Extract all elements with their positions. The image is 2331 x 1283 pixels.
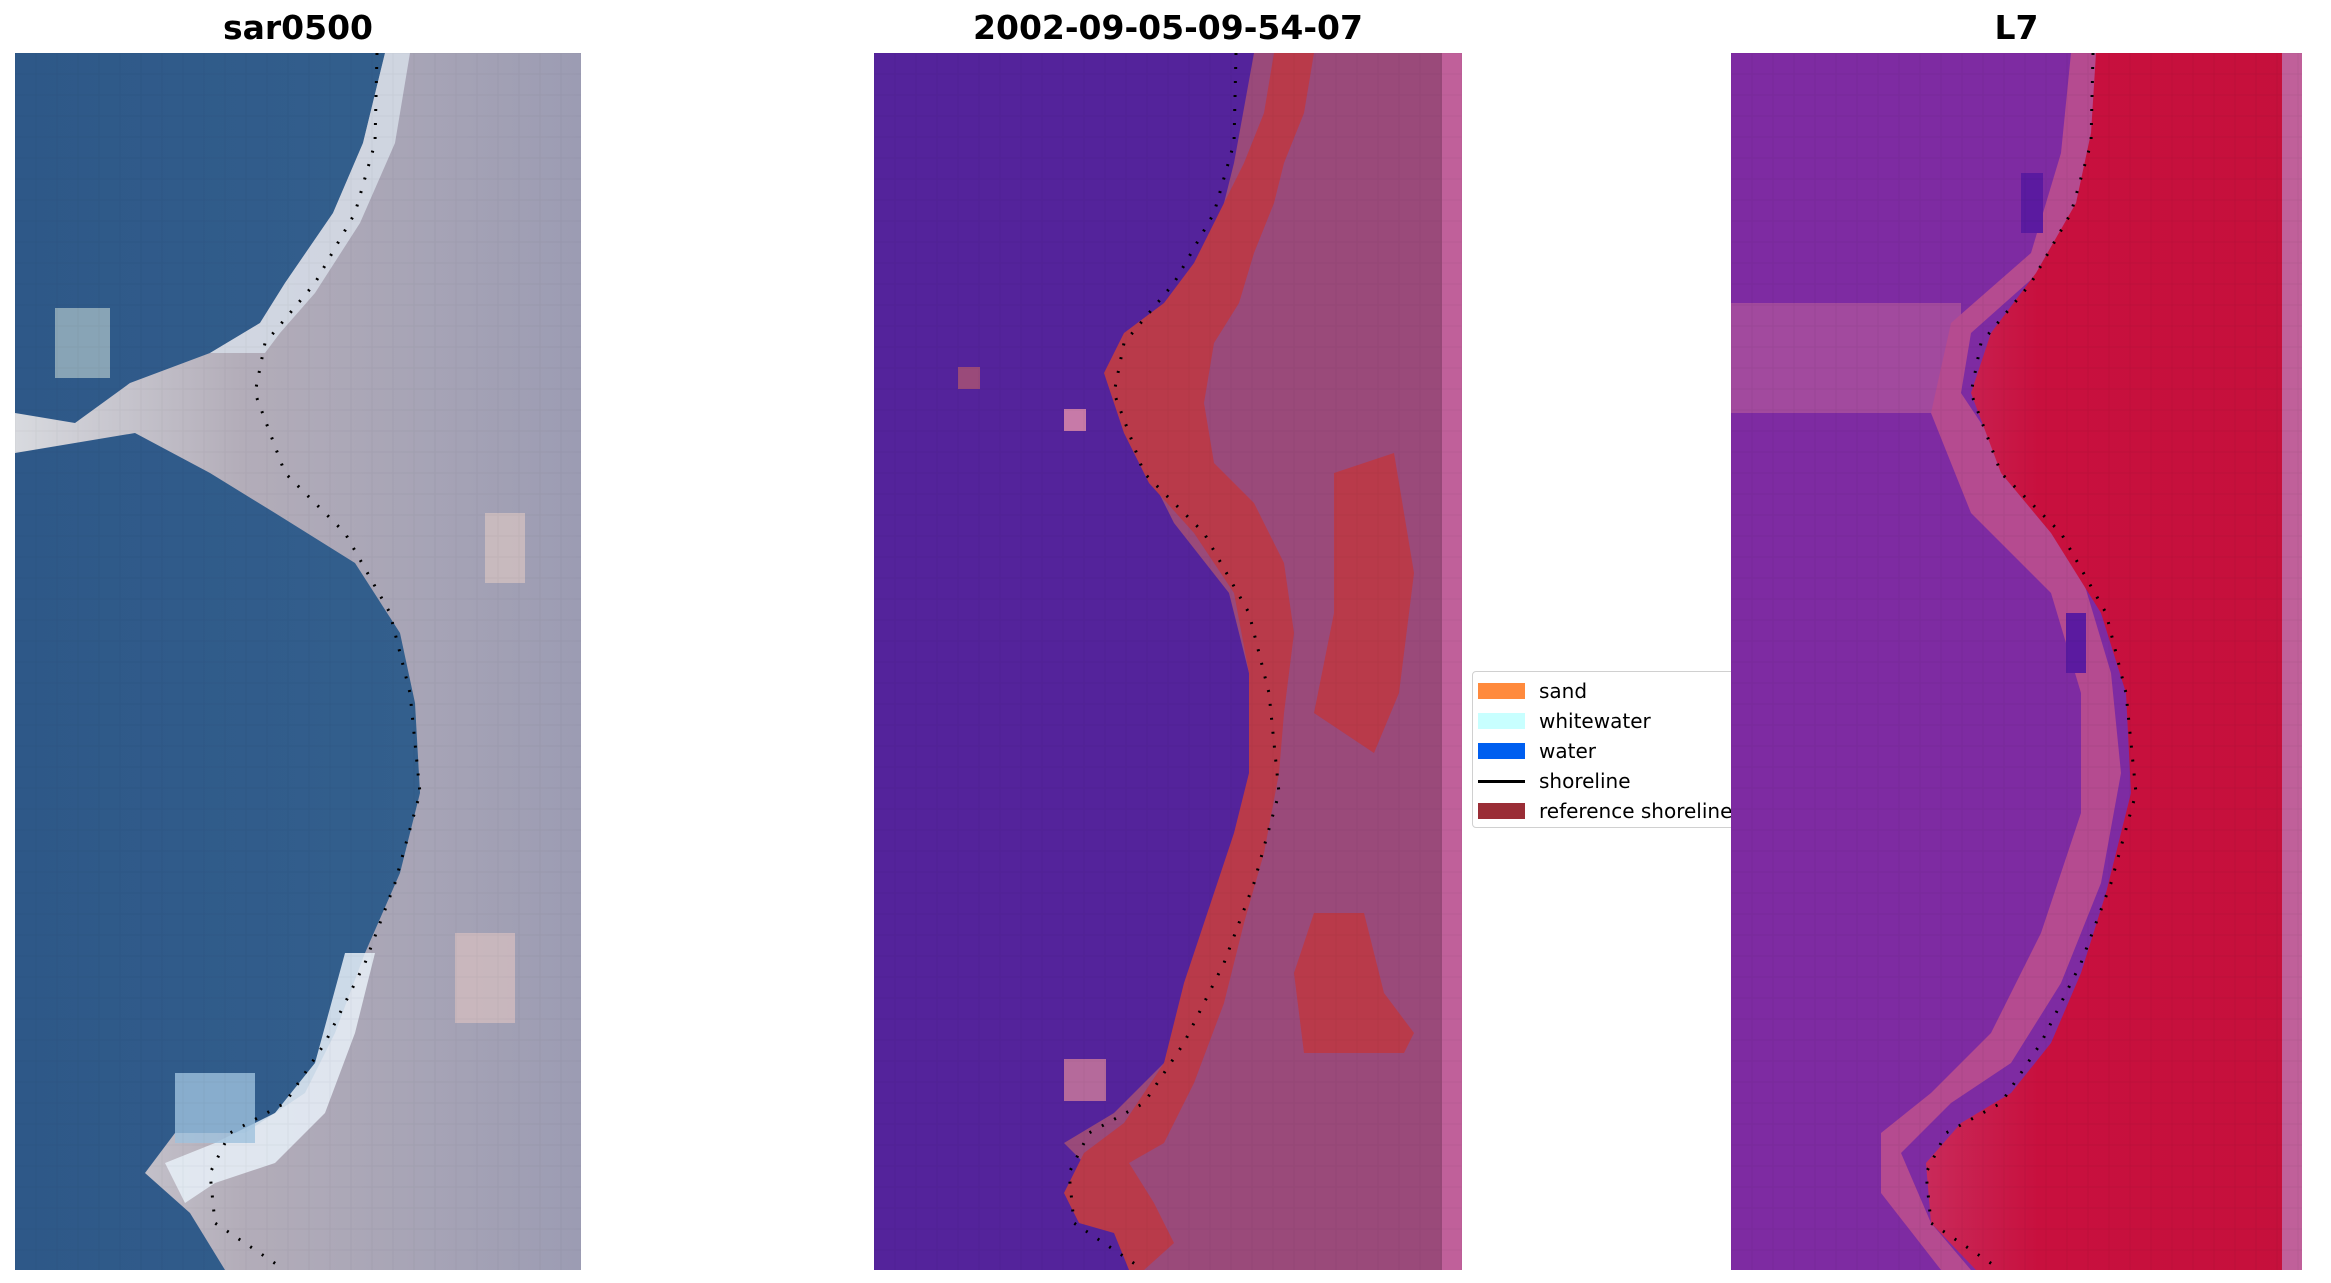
legend: sand whitewater water shoreline referenc… <box>1472 671 1737 828</box>
index-image <box>1731 53 2302 1270</box>
legend-label-reference-shoreline: reference shoreline <box>1539 799 1733 823</box>
legend-swatch-whitewater <box>1478 713 1525 729</box>
classified-image <box>874 53 1462 1270</box>
legend-item-reference-shoreline: reference shoreline <box>1473 796 1736 824</box>
legend-item-shoreline: shoreline <box>1473 766 1736 794</box>
panel-title-index: L7 <box>1994 8 2039 47</box>
legend-swatch-water <box>1478 743 1525 759</box>
rgb-image-panel <box>15 53 581 1270</box>
rgb-image <box>15 53 581 1270</box>
legend-item-water: water <box>1473 736 1736 764</box>
legend-item-sand: sand <box>1473 676 1736 704</box>
index-image-panel <box>1731 53 2302 1270</box>
legend-label-whitewater: whitewater <box>1539 709 1651 733</box>
legend-label-shoreline: shoreline <box>1539 769 1631 793</box>
legend-label-sand: sand <box>1539 679 1588 703</box>
legend-line-shoreline <box>1478 780 1525 783</box>
classified-image-panel <box>874 53 1462 1270</box>
legend-item-whitewater: whitewater <box>1473 706 1736 734</box>
panel-title-rgb: sar0500 <box>222 8 374 47</box>
legend-swatch-reference-shoreline <box>1478 803 1525 819</box>
legend-label-water: water <box>1539 739 1596 763</box>
legend-swatch-sand <box>1478 683 1525 699</box>
panel-title-classified: 2002-09-05-09-54-07 <box>973 8 1363 47</box>
